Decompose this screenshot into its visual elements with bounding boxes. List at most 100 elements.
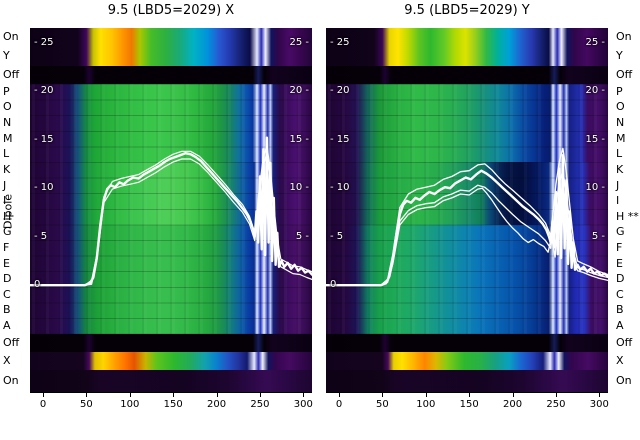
row-label-x: X — [616, 354, 624, 367]
row-label-on: On — [3, 374, 19, 387]
x-axis-line — [326, 392, 608, 393]
row-label-k: K — [3, 163, 11, 176]
y-tick-label: 10 - — [289, 182, 309, 194]
y-tick-label: - 15 — [330, 133, 350, 145]
row-label-e: E — [3, 257, 10, 270]
y-tick-label: 20 - — [289, 85, 309, 97]
y-tick-label: 5 - — [295, 230, 309, 242]
row-label-o: O — [616, 100, 625, 113]
row-label-off: Off — [616, 68, 633, 81]
heatmap-band-on-bottom — [30, 370, 312, 392]
row-label-p: P — [3, 85, 10, 98]
row-label-h: H ** — [616, 210, 639, 223]
row-label-f: F — [3, 241, 10, 254]
heatmap-band-off-bottom — [30, 334, 312, 352]
heatmap-band-on-y — [30, 28, 312, 66]
y-tick-label: 10 - — [585, 182, 605, 194]
x-tick-label: 150 — [163, 399, 183, 410]
row-label-f: F — [616, 241, 623, 254]
row-label-y: Y — [616, 49, 623, 62]
x-tick-label: 300 — [293, 399, 313, 410]
x-tick-label: 150 — [459, 399, 479, 410]
row-label-x: X — [3, 354, 11, 367]
panel-x: 0 50 100 150 200 250 300 - 25 - 20 - 15 - 10 - 5 0 2… — [30, 28, 313, 410]
y-tick-label: - 25 — [34, 36, 54, 48]
row-label-a: A — [616, 319, 624, 332]
x-tick-label: 100 — [416, 399, 436, 410]
row-label-l: L — [616, 147, 623, 160]
x-tick-label: 50 — [376, 399, 389, 410]
heatmap-band-main-upper — [326, 84, 608, 162]
x-tick-mark — [129, 393, 131, 397]
y-tick-label: 15 - — [585, 133, 605, 145]
row-label-g: G — [3, 225, 12, 238]
heatmap-band-on-y — [326, 28, 608, 66]
row-label-j: J — [616, 179, 620, 192]
panel-y: 0 50 100 150 200 250 300 - 25 - 20 - 15 - 10 - 5 0 2… — [326, 28, 609, 410]
row-label-on: On — [616, 30, 632, 43]
beam-trace-bundle — [30, 136, 312, 287]
row-label-d: D — [3, 272, 12, 285]
x-tick-label: 0 — [335, 399, 343, 410]
y-tick-label: - 20 — [330, 85, 350, 97]
row-label-b: B — [616, 303, 624, 316]
row-label-y: Y — [3, 49, 10, 62]
row-label-h: H — [3, 210, 12, 223]
y-tick-label: 15 - — [289, 133, 309, 145]
x-tick-label: 250 — [546, 399, 566, 410]
row-label-c: C — [3, 288, 11, 301]
panel-title-x: 9.5 (LBD5=2029) X — [107, 3, 235, 18]
row-label-j: J — [3, 179, 7, 192]
x-tick-mark — [555, 393, 557, 397]
row-label-e: E — [616, 257, 623, 270]
row-label-on: On — [616, 374, 632, 387]
heatmap-band-on-bottom — [326, 370, 608, 392]
row-label-p: P — [616, 85, 623, 98]
x-tick-mark — [512, 393, 514, 397]
row-labels-right: On Y Off P O N M L K J I H ** G F E D C B A Off X On — [613, 0, 640, 440]
y-tick-label: 5 - — [591, 230, 605, 242]
x-tick-mark — [425, 393, 427, 397]
y-tick-label: 0 — [330, 279, 337, 291]
heatmap-band-main-upper — [30, 84, 312, 162]
x-tick-label: 200 — [503, 399, 523, 410]
x-tick-label: 0 — [39, 399, 47, 410]
row-label-n: N — [616, 116, 625, 129]
row-label-m: M — [616, 132, 626, 145]
row-label-m: M — [3, 132, 13, 145]
row-label-c: C — [616, 288, 624, 301]
x-tick-mark — [216, 393, 218, 397]
y-tick-label: - 20 — [34, 85, 54, 97]
heatmap-band-off-top — [30, 66, 312, 84]
heatmap-band-x-row — [30, 352, 312, 370]
row-label-i: I — [3, 194, 7, 207]
panel-title-y: 9.5 (LBD5=2029) Y — [404, 3, 530, 18]
row-label-off: Off — [3, 68, 20, 81]
row-label-g: G — [616, 225, 625, 238]
x-tick-label: 250 — [250, 399, 270, 410]
row-label-n: N — [3, 116, 12, 129]
x-tick-mark — [339, 393, 340, 397]
x-tick-mark — [173, 393, 175, 397]
y-tick-label: 25 - — [289, 36, 309, 48]
y-tick-label: - 10 — [330, 182, 350, 194]
y-axis-label-dipole: Dipole — [1, 193, 15, 230]
x-tick-label: 100 — [120, 399, 140, 410]
row-label-k: K — [616, 163, 624, 176]
heatmap-band-x-row — [326, 352, 608, 370]
x-tick-mark — [259, 393, 261, 397]
beam-trace-bundle — [326, 147, 608, 287]
row-label-a: A — [3, 319, 11, 332]
y-tick-label: - 5 — [34, 230, 48, 242]
y-tick-label: - 25 — [330, 36, 350, 48]
row-label-i: I — [616, 194, 620, 207]
y-tick-label: 25 - — [585, 36, 605, 48]
x-tick-mark — [43, 393, 44, 397]
x-tick-label: 50 — [80, 399, 93, 410]
x-axis: 0 50 100 150 200 250 300 — [326, 392, 609, 418]
x-tick-mark — [469, 393, 471, 397]
x-tick-mark — [382, 393, 384, 397]
row-label-o: O — [3, 100, 12, 113]
row-label-off: Off — [3, 336, 20, 349]
